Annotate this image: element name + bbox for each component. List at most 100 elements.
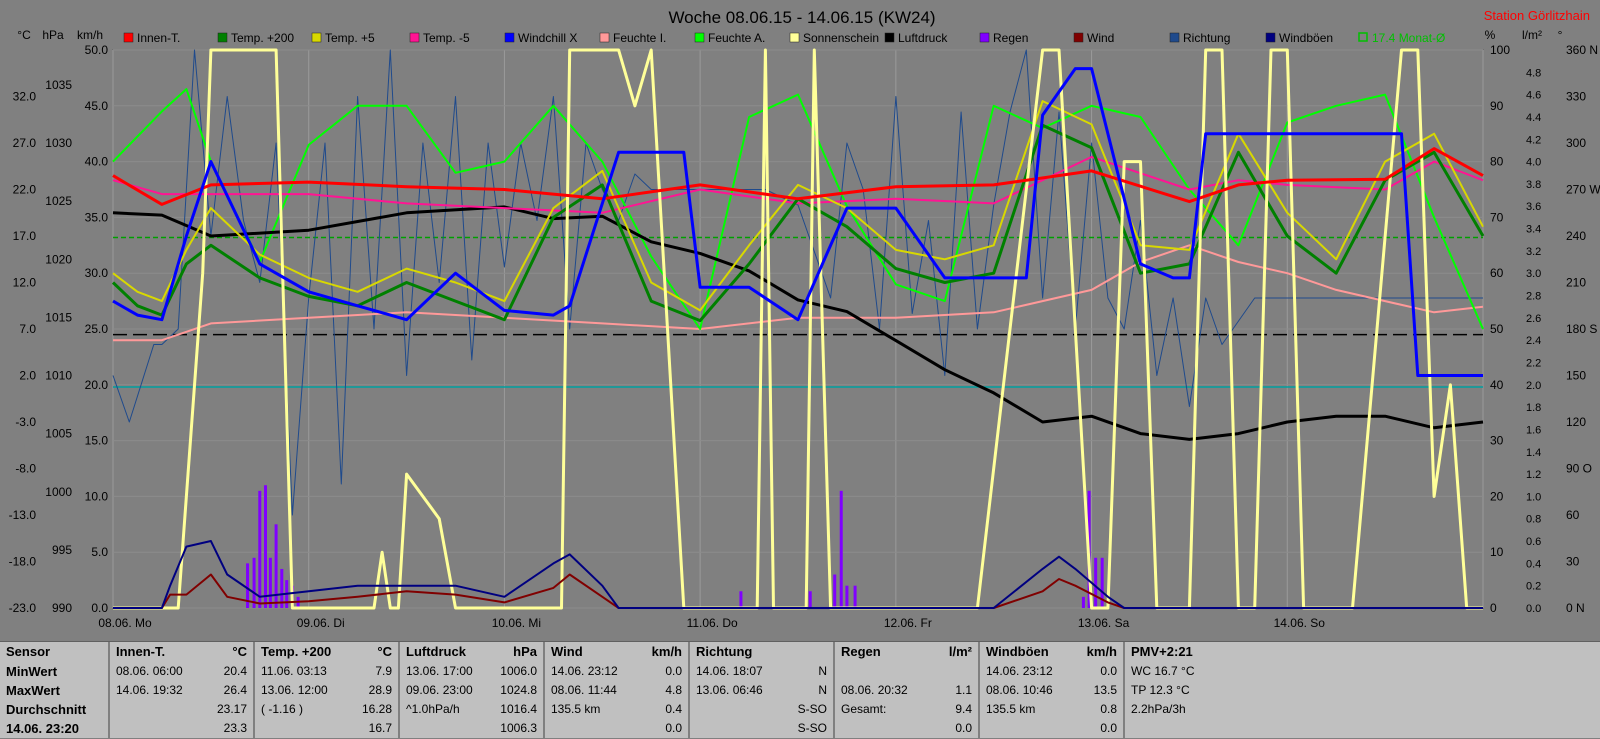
humidity-tick-label: 70 xyxy=(1490,210,1504,224)
rain-bar xyxy=(268,557,272,608)
wind-tick-label: 30.0 xyxy=(85,266,109,280)
table-cell-value: 0.4 xyxy=(665,702,682,716)
table-row: 135.5 km 0.4 xyxy=(551,702,682,720)
legend-label: Luftdruck xyxy=(898,31,948,45)
pressure-tick-label: 1025 xyxy=(45,194,72,208)
unit-humidity: % xyxy=(1485,28,1496,42)
rain-tick-label: 1.2 xyxy=(1526,469,1541,481)
pressure-tick-label: 995 xyxy=(52,543,72,557)
table-header: Regen l/m² xyxy=(841,644,972,662)
legend-swatch xyxy=(409,32,420,43)
pressure-tick-label: 1010 xyxy=(45,369,72,383)
pressure-tick-label: 1035 xyxy=(45,78,72,92)
table-row: 08.06. 20:32 1.1 xyxy=(841,683,972,701)
legend-swatch xyxy=(884,32,895,43)
rain-tick-label: 4.2 xyxy=(1526,134,1541,146)
direction-tick-label: 30 xyxy=(1566,555,1580,569)
legend-label: Sonnenschein xyxy=(803,31,879,45)
table-row: 08.06. 10:46 13.5 xyxy=(986,683,1117,701)
rain-tick-label: 4.8 xyxy=(1526,67,1541,79)
pressure-tick-label: 1000 xyxy=(45,485,72,499)
table-header-unit: km/h xyxy=(651,644,682,659)
table-cell-value: 0.0 xyxy=(665,664,682,678)
rain-tick-label: 1.0 xyxy=(1526,491,1541,503)
temp-tick-label: -18.0 xyxy=(9,555,37,569)
rain-tick-label: 1.6 xyxy=(1526,424,1541,436)
table-cell-value: 0.0 xyxy=(1100,664,1117,678)
table-header-label: Innen-T. xyxy=(116,644,166,659)
table-cell-value: 1006.0 xyxy=(500,664,537,678)
table-cell-value: 0.0 xyxy=(1100,721,1117,735)
table-cell-label: 09.06. 23:00 xyxy=(406,683,473,697)
table-cell-label: MinWert xyxy=(6,664,58,679)
table-cell-label: 13.06. 17:00 xyxy=(406,664,473,678)
rain-bar xyxy=(280,568,284,608)
table-column: Regen l/m² 08.06. 20:32 1.1 Gesamt: 9.4 0.0 xyxy=(833,642,978,738)
legend-swatch xyxy=(1358,32,1368,42)
table-row: 13.06. 17:00 1006.0 xyxy=(406,664,537,682)
series-line-windb-en xyxy=(113,540,1483,609)
rain-bar xyxy=(845,585,849,608)
table-cell-value: 23.3 xyxy=(223,721,247,735)
wind-tick-label: 5.0 xyxy=(91,545,108,559)
rain-tick-label: 2.4 xyxy=(1526,335,1541,347)
table-row xyxy=(841,664,972,682)
table-row: ^1.0hPa/h 1016.4 xyxy=(406,702,537,720)
table-column: Richtung 14.06. 18:07 N 13.06. 06:46 N S-SO S-… xyxy=(688,642,833,738)
rain-bar xyxy=(853,585,857,608)
rain-bar xyxy=(274,524,278,608)
wind-tick-label: 35.0 xyxy=(85,210,109,224)
legend-item: Temp. -5 xyxy=(409,31,470,45)
pressure-tick-label: 1015 xyxy=(45,310,72,324)
table-cell-label: WC 16.7 °C xyxy=(1131,664,1195,678)
table-row: 0.0 xyxy=(986,721,1117,739)
table-column: Windböen km/h 14.06. 23:12 0.0 08.06. 10:46 1… xyxy=(978,642,1123,738)
table-cell-value: 20.4 xyxy=(223,664,247,678)
humidity-tick-label: 60 xyxy=(1490,266,1504,280)
table-column: Temp. +200 °C 11.06. 03:13 7.9 13.06. 12:00 2… xyxy=(253,642,398,738)
table-cell-label: 08.06. 10:46 xyxy=(986,683,1053,697)
table-header-label: Temp. +200 xyxy=(261,644,332,659)
pressure-tick-label: 1005 xyxy=(45,427,72,441)
table-row: 14.06. 18:07 N xyxy=(696,664,827,682)
table-row: S-SO xyxy=(696,702,827,720)
rain-bar xyxy=(263,485,267,608)
table-row: 13.06. 06:46 N xyxy=(696,683,827,701)
table-cell-label: 14.06. 19:32 xyxy=(116,683,183,697)
table-row: MaxWert xyxy=(6,683,102,701)
series-line-sonnenschein xyxy=(113,48,1483,610)
table-header: Windböen km/h xyxy=(986,644,1117,662)
series-line-luftdruck xyxy=(112,205,1484,441)
table-column: Innen-T. °C 08.06. 06:00 20.4 14.06. 19:32 26… xyxy=(108,642,253,738)
table-row: 14.06. 23:20 xyxy=(6,721,102,739)
legend-item: Innen-T. xyxy=(123,31,180,45)
table-cell-label: 135.5 km xyxy=(986,702,1036,716)
wind-tick-label: 50.0 xyxy=(85,43,109,57)
direction-tick-label: 360 N xyxy=(1566,43,1598,57)
table-cell-label: 08.06. 06:00 xyxy=(116,664,183,678)
table-header-label: Windböen xyxy=(986,644,1049,659)
table-cell-label: 14.06. 23:12 xyxy=(551,664,618,678)
table-cell-label: ^1.0hPa/h xyxy=(406,702,460,716)
table-header: PMV+2:21 xyxy=(1131,644,1594,662)
unit-rain: l/m² xyxy=(1522,28,1542,42)
wind-tick-label: 10.0 xyxy=(85,489,109,503)
table-row: 135.5 km 0.8 xyxy=(986,702,1117,720)
wind-tick-label: 40.0 xyxy=(85,155,109,169)
humidity-tick-label: 20 xyxy=(1490,489,1504,503)
legend-label: Feuchte I. xyxy=(613,31,666,45)
temp-tick-label: 12.0 xyxy=(13,276,37,290)
rain-tick-label: 0.2 xyxy=(1526,581,1541,593)
direction-tick-label: 300 xyxy=(1566,136,1586,150)
table-cell-value: 1006.3 xyxy=(500,721,537,735)
legend-swatch xyxy=(1073,32,1084,43)
series-line-innen-t xyxy=(112,147,1484,206)
humidity-tick-label: 80 xyxy=(1490,155,1504,169)
table-cell-label: 13.06. 12:00 xyxy=(261,683,328,697)
series-line-feuchte-a xyxy=(112,88,1484,330)
rain-tick-label: 1.8 xyxy=(1526,402,1541,414)
table-cell-value: 1016.4 xyxy=(500,702,537,716)
rain-bar xyxy=(246,563,250,608)
temp-tick-label: 17.0 xyxy=(13,229,37,243)
legend-item: Windchill X xyxy=(504,31,577,45)
